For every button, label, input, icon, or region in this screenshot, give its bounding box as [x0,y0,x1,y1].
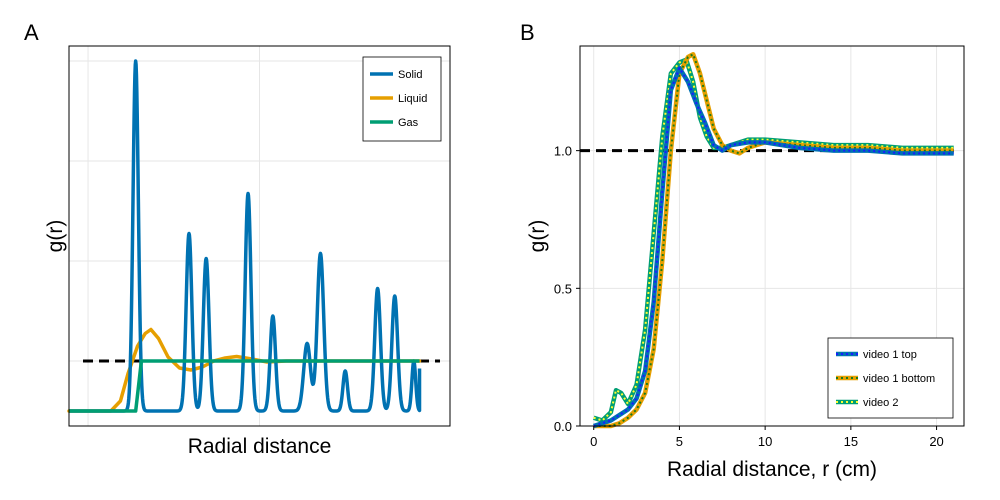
legend-label-solid: Solid [398,69,422,81]
series-video-2-dots [593,58,954,422]
panel-b-xtick-label: 20 [929,434,943,449]
panel-b-xlabel: Radial distance, r (cm) [667,458,877,481]
panel-b-ytick-label: 1.0 [554,144,572,159]
panel-b-legend: video 1 top video 1 bottom video 2 [827,337,954,419]
series-video-1-top-dots [593,67,954,427]
panel-a-legend-entries: Solid Liquid Gas [370,69,427,129]
panel-a-xlabel: Radial distance [188,435,332,458]
legend-label-gas: Gas [398,117,419,129]
panel-a-label: A [24,20,39,45]
panel-b-frame [579,45,965,427]
panel-a-ylabel: g(r) [44,220,67,253]
panel-b-ytick-label: 0.5 [554,281,572,296]
panel-a-frame [68,45,451,427]
panel-a-series [67,59,422,413]
series-gas-line [69,359,420,413]
panel-b-legend-entries: video 1 top video 1 bottom video 2 [836,349,935,409]
panel-b-ticks: 0 5 10 15 20 0.0 0.5 1.0 [554,144,944,449]
legend-label-video-2: video 2 [863,397,898,409]
panel-b-xtick-label: 15 [844,434,858,449]
series-solid-line [67,59,422,413]
panel-b-ytick-label: 0.0 [554,419,572,434]
panel-b-xtick-label: 5 [676,434,683,449]
panel-b-series [593,52,954,429]
panel-b-xtick-label: 10 [758,434,772,449]
legend-label-video-1-bottom: video 1 bottom [863,373,935,385]
panel-b: B 0 5 10 15 20 0.0 0.5 1.0 Radial distance, r (… [520,20,965,481]
panel-b-label: B [520,20,535,45]
panel-b-xtick-label: 0 [590,434,597,449]
series-video-1-bottom-dots [593,53,954,427]
legend-label-liquid: Liquid [398,93,427,105]
panel-a-legend: Solid Liquid Gas [362,56,442,142]
legend-label-video-1-top: video 1 top [863,349,917,361]
panel-a: A Radial distance g(r) Solid Liquid Gas [24,20,451,458]
panel-b-ylabel: g(r) [526,220,549,253]
